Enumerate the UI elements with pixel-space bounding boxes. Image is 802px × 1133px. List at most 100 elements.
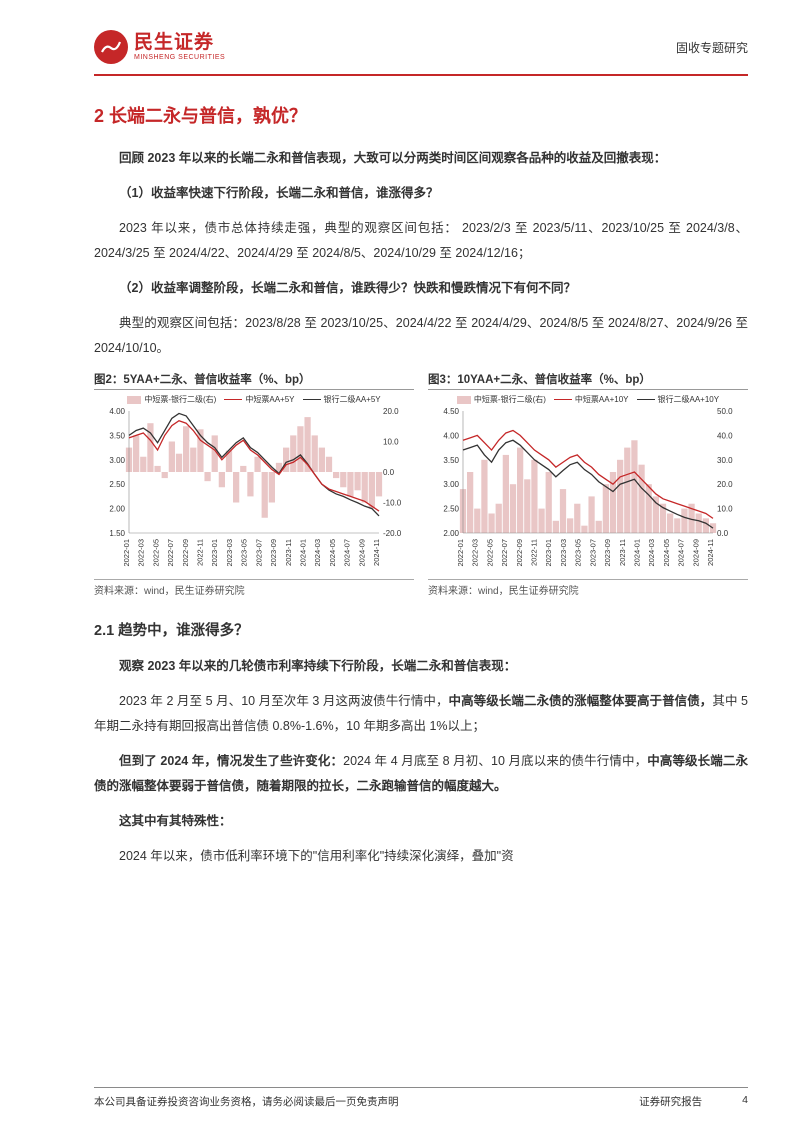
page-footer: 本公司具备证券投资咨询业务资格，请务必阅读最后一页免责声明 证券研究报告 4 bbox=[94, 1087, 748, 1109]
svg-text:2.00: 2.00 bbox=[443, 529, 459, 538]
figure-2-legend: 中短票-银行二级(右) 中短票AA+5Y 银行二级AA+5Y bbox=[94, 394, 414, 405]
figure-2: 图2：5YAA+二永、普信收益率（%、bp） 中短票-银行二级(右) 中短票AA+… bbox=[94, 371, 414, 597]
svg-text:30.0: 30.0 bbox=[717, 456, 733, 465]
svg-text:40.0: 40.0 bbox=[717, 431, 733, 440]
svg-text:2024-01: 2024-01 bbox=[298, 539, 307, 567]
svg-text:2024-07: 2024-07 bbox=[677, 539, 686, 567]
svg-text:4.00: 4.00 bbox=[109, 407, 125, 416]
svg-text:2022-01: 2022-01 bbox=[456, 539, 465, 567]
legend-swatch bbox=[554, 399, 572, 400]
logo-mark-icon bbox=[94, 30, 128, 64]
logo-en-text: MINSHENG SECURITIES bbox=[134, 54, 225, 61]
para-sub2-body: 典型的观察区间包括：2023/8/28 至 2023/10/25、2024/4/… bbox=[94, 311, 748, 361]
svg-text:2024-03: 2024-03 bbox=[313, 539, 322, 567]
svg-text:2024-05: 2024-05 bbox=[662, 539, 671, 567]
para-sub2-title: （2）收益率调整阶段，长端二永和普信，谁跌得少？快跌和慢跌情况下有何不同？ bbox=[94, 276, 748, 301]
figure-3-legend: 中短票-银行二级(右) 中短票AA+10Y 银行二级AA+10Y bbox=[428, 394, 748, 405]
svg-text:3.50: 3.50 bbox=[109, 431, 125, 440]
svg-text:3.50: 3.50 bbox=[443, 456, 459, 465]
svg-text:2023-11: 2023-11 bbox=[284, 539, 293, 566]
svg-text:2023-09: 2023-09 bbox=[603, 539, 612, 567]
svg-text:2022-11: 2022-11 bbox=[530, 539, 539, 566]
svg-text:4.00: 4.00 bbox=[443, 431, 459, 440]
figure-2-title: 图2：5YAA+二永、普信收益率（%、bp） bbox=[94, 371, 414, 390]
svg-text:2.00: 2.00 bbox=[109, 505, 125, 514]
footer-disclaimer: 本公司具备证券投资咨询业务资格，请务必阅读最后一页免责声明 bbox=[94, 1094, 399, 1109]
section-2-1-title: 2.1 趋势中，谁涨得多？ bbox=[94, 619, 748, 640]
svg-text:2022-07: 2022-07 bbox=[500, 539, 509, 567]
svg-text:2022-03: 2022-03 bbox=[137, 539, 146, 567]
svg-text:2022-05: 2022-05 bbox=[151, 539, 160, 567]
svg-text:1.50: 1.50 bbox=[109, 529, 125, 538]
svg-text:2.50: 2.50 bbox=[443, 505, 459, 514]
svg-text:2023-01: 2023-01 bbox=[210, 539, 219, 567]
svg-text:2023-11: 2023-11 bbox=[618, 539, 627, 566]
svg-text:0.0: 0.0 bbox=[383, 468, 395, 477]
legend-label: 中短票AA+10Y bbox=[575, 394, 629, 405]
para-sub1-body: 2023 年以来，债市总体持续走强，典型的观察区间包括： 2023/2/3 至 … bbox=[94, 216, 748, 266]
legend-item: 银行二级AA+10Y bbox=[637, 394, 720, 405]
legend-label: 中短票-银行二级(右) bbox=[474, 394, 546, 405]
legend-label: 中短票-银行二级(右) bbox=[144, 394, 216, 405]
svg-text:2022-05: 2022-05 bbox=[485, 539, 494, 567]
logo: 民生证券 MINSHENG SECURITIES bbox=[94, 30, 225, 64]
legend-swatch bbox=[457, 396, 471, 404]
svg-text:2024-03: 2024-03 bbox=[647, 539, 656, 567]
legend-swatch bbox=[127, 396, 141, 404]
legend-swatch bbox=[303, 399, 321, 400]
legend-label: 中短票AA+5Y bbox=[245, 394, 294, 405]
svg-text:2024-09: 2024-09 bbox=[691, 539, 700, 567]
svg-text:2023-07: 2023-07 bbox=[254, 539, 263, 567]
svg-text:-20.0: -20.0 bbox=[383, 529, 402, 538]
legend-item: 银行二级AA+5Y bbox=[303, 394, 381, 405]
figure-2-source: 资料来源：wind，民生证券研究院 bbox=[94, 579, 414, 597]
para-2-1-a: 2023 年 2 月至 5 月、10 月至次年 3 月这两波债牛行情中，中高等级… bbox=[94, 689, 748, 739]
svg-text:2022-09: 2022-09 bbox=[515, 539, 524, 567]
svg-text:2022-11: 2022-11 bbox=[196, 539, 205, 566]
para-2-1-b: 但到了 2024 年，情况发生了些许变化：2024 年 4 月底至 8 月初、1… bbox=[94, 749, 748, 799]
header-category: 固收专题研究 bbox=[676, 39, 748, 56]
svg-text:2023-05: 2023-05 bbox=[240, 539, 249, 567]
svg-text:3.00: 3.00 bbox=[109, 456, 125, 465]
svg-text:10.0: 10.0 bbox=[383, 438, 399, 447]
svg-text:2022-09: 2022-09 bbox=[181, 539, 190, 567]
footer-report-label: 证券研究报告 bbox=[639, 1094, 702, 1109]
logo-cn-text: 民生证券 bbox=[134, 33, 225, 52]
svg-text:2022-07: 2022-07 bbox=[166, 539, 175, 567]
svg-text:2023-01: 2023-01 bbox=[544, 539, 553, 567]
svg-text:2024-09: 2024-09 bbox=[357, 539, 366, 567]
svg-text:2022-01: 2022-01 bbox=[122, 539, 131, 567]
svg-text:2024-05: 2024-05 bbox=[328, 539, 337, 567]
svg-text:20.0: 20.0 bbox=[717, 480, 733, 489]
footer-page-number: 4 bbox=[742, 1094, 748, 1109]
svg-text:3.00: 3.00 bbox=[443, 480, 459, 489]
legend-item: 中短票-银行二级(右) bbox=[127, 394, 216, 405]
section-2-title: 2 长端二永与普信，孰优？ bbox=[94, 102, 748, 128]
svg-text:2023-05: 2023-05 bbox=[574, 539, 583, 567]
svg-text:2.50: 2.50 bbox=[109, 480, 125, 489]
header-divider bbox=[94, 74, 748, 76]
svg-text:10.0: 10.0 bbox=[717, 505, 733, 514]
figure-row: 图2：5YAA+二永、普信收益率（%、bp） 中短票-银行二级(右) 中短票AA+… bbox=[94, 371, 748, 597]
legend-label: 银行二级AA+5Y bbox=[324, 394, 381, 405]
legend-swatch bbox=[224, 399, 242, 400]
svg-text:2024-11: 2024-11 bbox=[372, 539, 381, 566]
figure-3-chart: 2.002.503.003.504.004.500.010.020.030.04… bbox=[428, 407, 748, 577]
svg-text:50.0: 50.0 bbox=[717, 407, 733, 416]
page-header: 民生证券 MINSHENG SECURITIES 固收专题研究 bbox=[94, 30, 748, 64]
svg-text:2024-01: 2024-01 bbox=[632, 539, 641, 567]
legend-item: 中短票AA+5Y bbox=[224, 394, 294, 405]
legend-item: 中短票AA+10Y bbox=[554, 394, 629, 405]
figure-3-title: 图3：10YAA+二永、普信收益率（%、bp） bbox=[428, 371, 748, 390]
figure-3: 图3：10YAA+二永、普信收益率（%、bp） 中短票-银行二级(右) 中短票AA… bbox=[428, 371, 748, 597]
svg-text:2022-03: 2022-03 bbox=[471, 539, 480, 567]
legend-swatch bbox=[637, 399, 655, 400]
para-sub1-title: （1）收益率快速下行阶段，长端二永和普信，谁涨得多？ bbox=[94, 181, 748, 206]
legend-item: 中短票-银行二级(右) bbox=[457, 394, 546, 405]
para-2-1-d: 2024 年以来，债市低利率环境下的"信用利率化"持续深化演绎，叠加"资 bbox=[94, 844, 748, 869]
svg-text:20.0: 20.0 bbox=[383, 407, 399, 416]
svg-text:2023-09: 2023-09 bbox=[269, 539, 278, 567]
figure-2-chart: 1.502.002.503.003.504.00-20.0-10.00.010.… bbox=[94, 407, 414, 577]
para-intro: 回顾 2023 年以来的长端二永和普信表现，大致可以分两类时间区间观察各品种的收… bbox=[94, 146, 748, 171]
svg-text:0.0: 0.0 bbox=[717, 529, 729, 538]
